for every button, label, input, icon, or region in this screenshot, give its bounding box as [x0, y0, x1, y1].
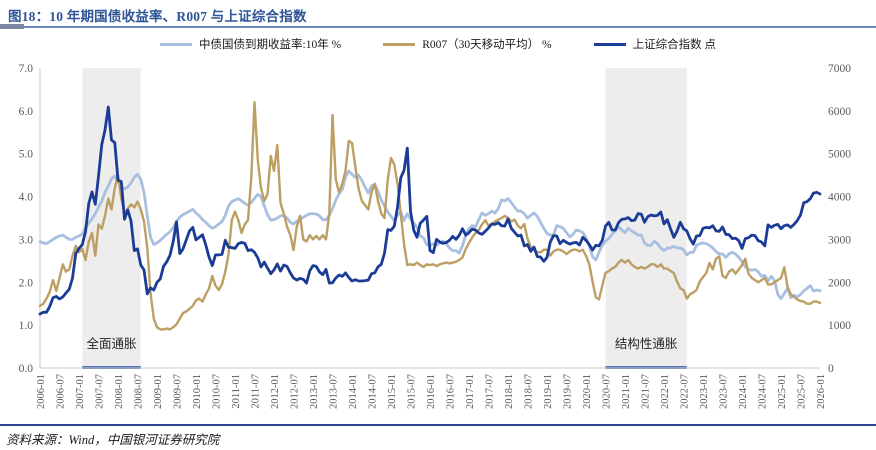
y-axis-label-left: 7.0: [19, 63, 34, 75]
legend-label: R007（30天移动平均） %: [422, 39, 552, 51]
x-axis-label: 2019-07: [563, 374, 574, 409]
y-axis-label-right: 1000: [828, 320, 851, 332]
x-axis-label: 2016-01: [426, 374, 437, 409]
source-note: 资料来源：Wind，中国银河证券研究院: [6, 433, 220, 447]
y-axis-label-left: 6.0: [19, 106, 34, 118]
y-axis-label-left: 1.0: [19, 320, 34, 332]
x-axis-label: 2008-01: [114, 374, 125, 409]
chart-legend: 中债国债到期收益率:10年 % R007（30天移动平均） % 上证综合指数 点: [0, 36, 876, 52]
legend-item-sse-index: 上证综合指数 点: [593, 36, 716, 52]
x-axis-label: 2012-07: [290, 374, 301, 409]
legend-line-swatch: [593, 42, 626, 46]
y-axis-label-left: 2.0: [19, 277, 34, 289]
y-axis-label-right: 5000: [828, 149, 851, 161]
x-axis-label: 2021-01: [621, 374, 632, 409]
y-axis-label-left: 4.0: [19, 192, 34, 204]
y-axis-label-right: 6000: [828, 106, 851, 118]
figure-title: 图18：10 年期国债收益率、R007 与上证综合指数: [8, 9, 307, 24]
x-axis-label: 2007-07: [95, 374, 106, 409]
title-divider-accent: [0, 24, 24, 29]
x-axis-label: 2017-07: [485, 374, 496, 409]
x-axis-label: 2019-01: [543, 374, 554, 409]
x-axis-label: 2012-01: [270, 374, 281, 409]
x-axis-label: 2006-07: [56, 374, 67, 409]
series-line-0: [38, 169, 822, 301]
footer-divider: [0, 424, 876, 426]
x-axis-label: 2013-01: [309, 374, 320, 409]
y-axis-label-right: 0: [828, 363, 834, 375]
x-axis-label: 2008-07: [134, 374, 145, 409]
x-axis-label: 2007-01: [75, 374, 86, 409]
y-axis-label-left: 5.0: [19, 149, 34, 161]
title-divider: [0, 26, 876, 28]
x-axis-label: 2020-01: [582, 374, 593, 409]
x-axis-label: 2006-01: [36, 374, 47, 409]
x-axis-label: 2009-07: [173, 374, 184, 409]
x-axis-label: 2014-07: [368, 374, 379, 409]
x-axis-label: 2017-01: [465, 374, 476, 409]
x-axis-label: 2025-07: [797, 374, 808, 409]
x-axis-label: 2015-01: [387, 374, 398, 409]
x-axis-label: 2018-01: [504, 374, 515, 409]
legend-line-swatch: [160, 42, 193, 46]
x-axis-label: 2016-07: [446, 374, 457, 409]
x-axis-label: 2011-07: [251, 374, 262, 409]
x-axis-label: 2022-07: [680, 374, 691, 409]
legend-item-r007: R007（30天移动平均） %: [383, 36, 552, 52]
y-axis-label-right: 2000: [828, 277, 851, 289]
x-axis-label: 2013-07: [329, 374, 340, 409]
y-axis-label-right: 3000: [828, 234, 851, 246]
y-axis-label-right: 7000: [828, 63, 851, 75]
y-axis-label-left: 3.0: [19, 234, 34, 246]
x-axis-label: 2010-01: [192, 374, 203, 409]
x-axis-label: 2022-01: [660, 374, 671, 409]
x-axis-label: 2018-07: [524, 374, 535, 409]
band-label: 全面通胀: [86, 336, 137, 351]
x-axis-label: 2024-07: [758, 374, 769, 409]
x-axis-label: 2024-01: [738, 374, 749, 409]
x-axis-label: 2020-07: [602, 374, 613, 409]
x-axis-label: 2015-07: [407, 374, 418, 409]
x-axis-label: 2023-07: [719, 374, 730, 409]
legend-label: 上证综合指数 点: [632, 39, 716, 51]
x-axis-label: 2021-07: [641, 374, 652, 409]
x-axis-label: 2014-01: [348, 374, 359, 409]
x-axis-label: 2023-01: [699, 374, 710, 409]
x-axis-label: 2011-01: [231, 374, 242, 409]
y-axis-label-left: 0.0: [19, 363, 34, 375]
legend-line-swatch: [383, 42, 416, 46]
series-line-2: [38, 105, 822, 316]
legend-item-govbond-yield: 中债国债到期收益率:10年 %: [160, 36, 341, 52]
series-line-1: [38, 101, 822, 331]
x-axis-label: 2009-01: [153, 374, 164, 409]
band-label: 结构性通胀: [615, 336, 678, 351]
x-axis-label: 2025-01: [777, 374, 788, 409]
y-axis-label-right: 4000: [828, 192, 851, 204]
legend-label: 中债国债到期收益率:10年 %: [199, 39, 342, 51]
x-axis-label: 2026-01: [816, 374, 827, 409]
x-axis-label: 2010-07: [212, 374, 223, 409]
